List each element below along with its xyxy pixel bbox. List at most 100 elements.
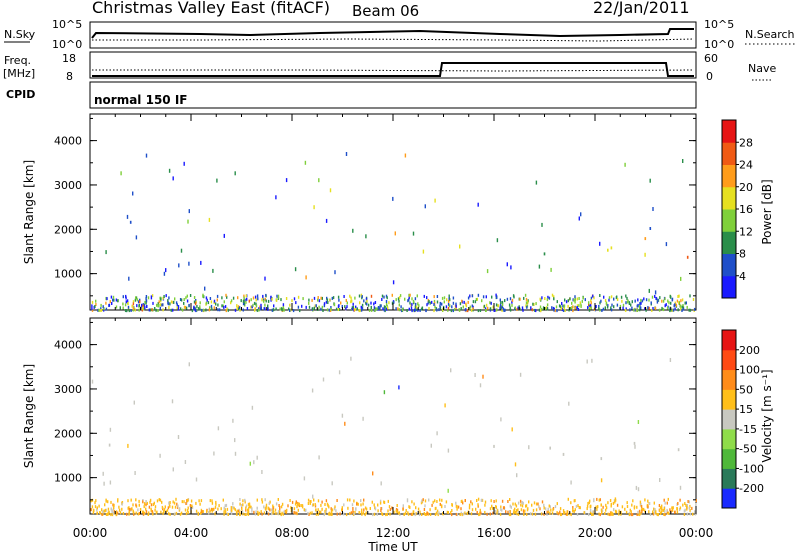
- data-cell: [609, 513, 611, 516]
- data-cell: [380, 507, 382, 510]
- data-cell: [636, 505, 638, 509]
- data-cell: [265, 293, 267, 297]
- data-cell: [98, 308, 100, 312]
- data-cell: [577, 308, 580, 311]
- data-cell: [288, 307, 290, 311]
- data-cell: [223, 233, 225, 238]
- data-cell: [342, 512, 345, 516]
- data-cell: [136, 304, 138, 308]
- data-cell: [674, 301, 676, 305]
- data-cell: [460, 307, 462, 311]
- data-cell: [576, 297, 578, 301]
- data-cell: [576, 306, 578, 309]
- data-cell: [180, 298, 183, 302]
- data-cell: [135, 296, 138, 300]
- data-cell: [218, 308, 221, 312]
- data-cell: [580, 303, 582, 307]
- nave-tick-top: 60: [704, 52, 718, 65]
- data-cell: [344, 305, 346, 309]
- data-cell: [126, 214, 129, 219]
- data-cell: [274, 508, 277, 512]
- data-cell: [595, 505, 597, 509]
- data-cell: [439, 498, 441, 502]
- data-cell: [592, 294, 594, 298]
- data-cell: [370, 301, 372, 305]
- data-cell: [360, 511, 363, 515]
- data-cell: [455, 512, 458, 516]
- data-cell: [112, 298, 114, 302]
- data-cell: [639, 302, 641, 306]
- data-cell: [255, 298, 257, 302]
- data-cell: [482, 374, 484, 379]
- data-cell: [365, 507, 368, 511]
- data-cell: [600, 457, 603, 461]
- data-cell: [325, 507, 327, 511]
- data-cell: [242, 302, 245, 306]
- data-cell: [624, 507, 626, 511]
- data-cell: [686, 305, 688, 309]
- data-cell: [592, 510, 594, 514]
- data-cell: [183, 301, 185, 305]
- data-cell: [446, 298, 448, 302]
- data-cell: [636, 513, 638, 516]
- data-cell: [476, 511, 478, 514]
- data-cell: [499, 303, 502, 307]
- data-cell: [296, 505, 298, 509]
- data-cell: [469, 294, 471, 298]
- data-cell: [666, 508, 668, 512]
- colorbar-tick-label: -50: [739, 443, 757, 456]
- data-cell: [509, 498, 511, 501]
- data-cell: [350, 296, 352, 300]
- x-tick-label: 12:00: [376, 526, 411, 540]
- data-cell: [258, 511, 261, 515]
- data-cell: [211, 509, 213, 513]
- data-cell: [365, 511, 367, 515]
- data-cell: [224, 508, 226, 512]
- data-cell: [352, 510, 354, 514]
- data-cell: [663, 513, 665, 516]
- data-cell: [186, 294, 188, 298]
- data-cell: [548, 504, 550, 508]
- data-cell: [186, 299, 189, 303]
- data-cell: [496, 511, 498, 515]
- data-cell: [461, 513, 463, 517]
- data-cell: [173, 300, 175, 304]
- data-cell: [484, 500, 487, 504]
- data-cell: [693, 307, 696, 311]
- data-cell: [388, 301, 390, 305]
- data-cell: [433, 309, 435, 313]
- data-cell: [561, 308, 564, 312]
- time-axis: 00:00 04:00 08:00 12:00 16:00 20:00 00:00: [73, 526, 714, 540]
- data-cell: [185, 306, 188, 310]
- data-cell: [426, 296, 428, 300]
- data-cell: [230, 299, 233, 303]
- data-cell: [162, 296, 164, 300]
- data-cell: [610, 511, 612, 515]
- data-cell: [598, 307, 600, 311]
- data-cell: [414, 513, 416, 517]
- data-cell: [605, 506, 608, 510]
- data-cell: [407, 511, 409, 515]
- data-cell: [178, 263, 180, 268]
- data-cell: [517, 306, 519, 310]
- data-cell: [503, 506, 505, 510]
- data-cell: [273, 510, 275, 514]
- data-cell: [468, 506, 471, 510]
- data-cell: [679, 498, 681, 502]
- data-cell: [628, 301, 631, 305]
- data-cell: [190, 499, 193, 503]
- data-cell: [115, 305, 118, 309]
- data-cell: [546, 512, 548, 516]
- data-cell: [165, 268, 167, 273]
- data-cell: [543, 252, 546, 256]
- data-cell: [136, 298, 139, 302]
- data-cell: [541, 307, 543, 311]
- colorbar-tick-label: 100: [739, 364, 760, 377]
- data-cell: [467, 309, 469, 313]
- data-cell: [653, 508, 656, 512]
- data-cell: [272, 507, 274, 510]
- data-cell: [234, 171, 236, 176]
- data-cell: [111, 513, 114, 517]
- data-cell: [278, 504, 280, 507]
- data-cell: [527, 507, 529, 511]
